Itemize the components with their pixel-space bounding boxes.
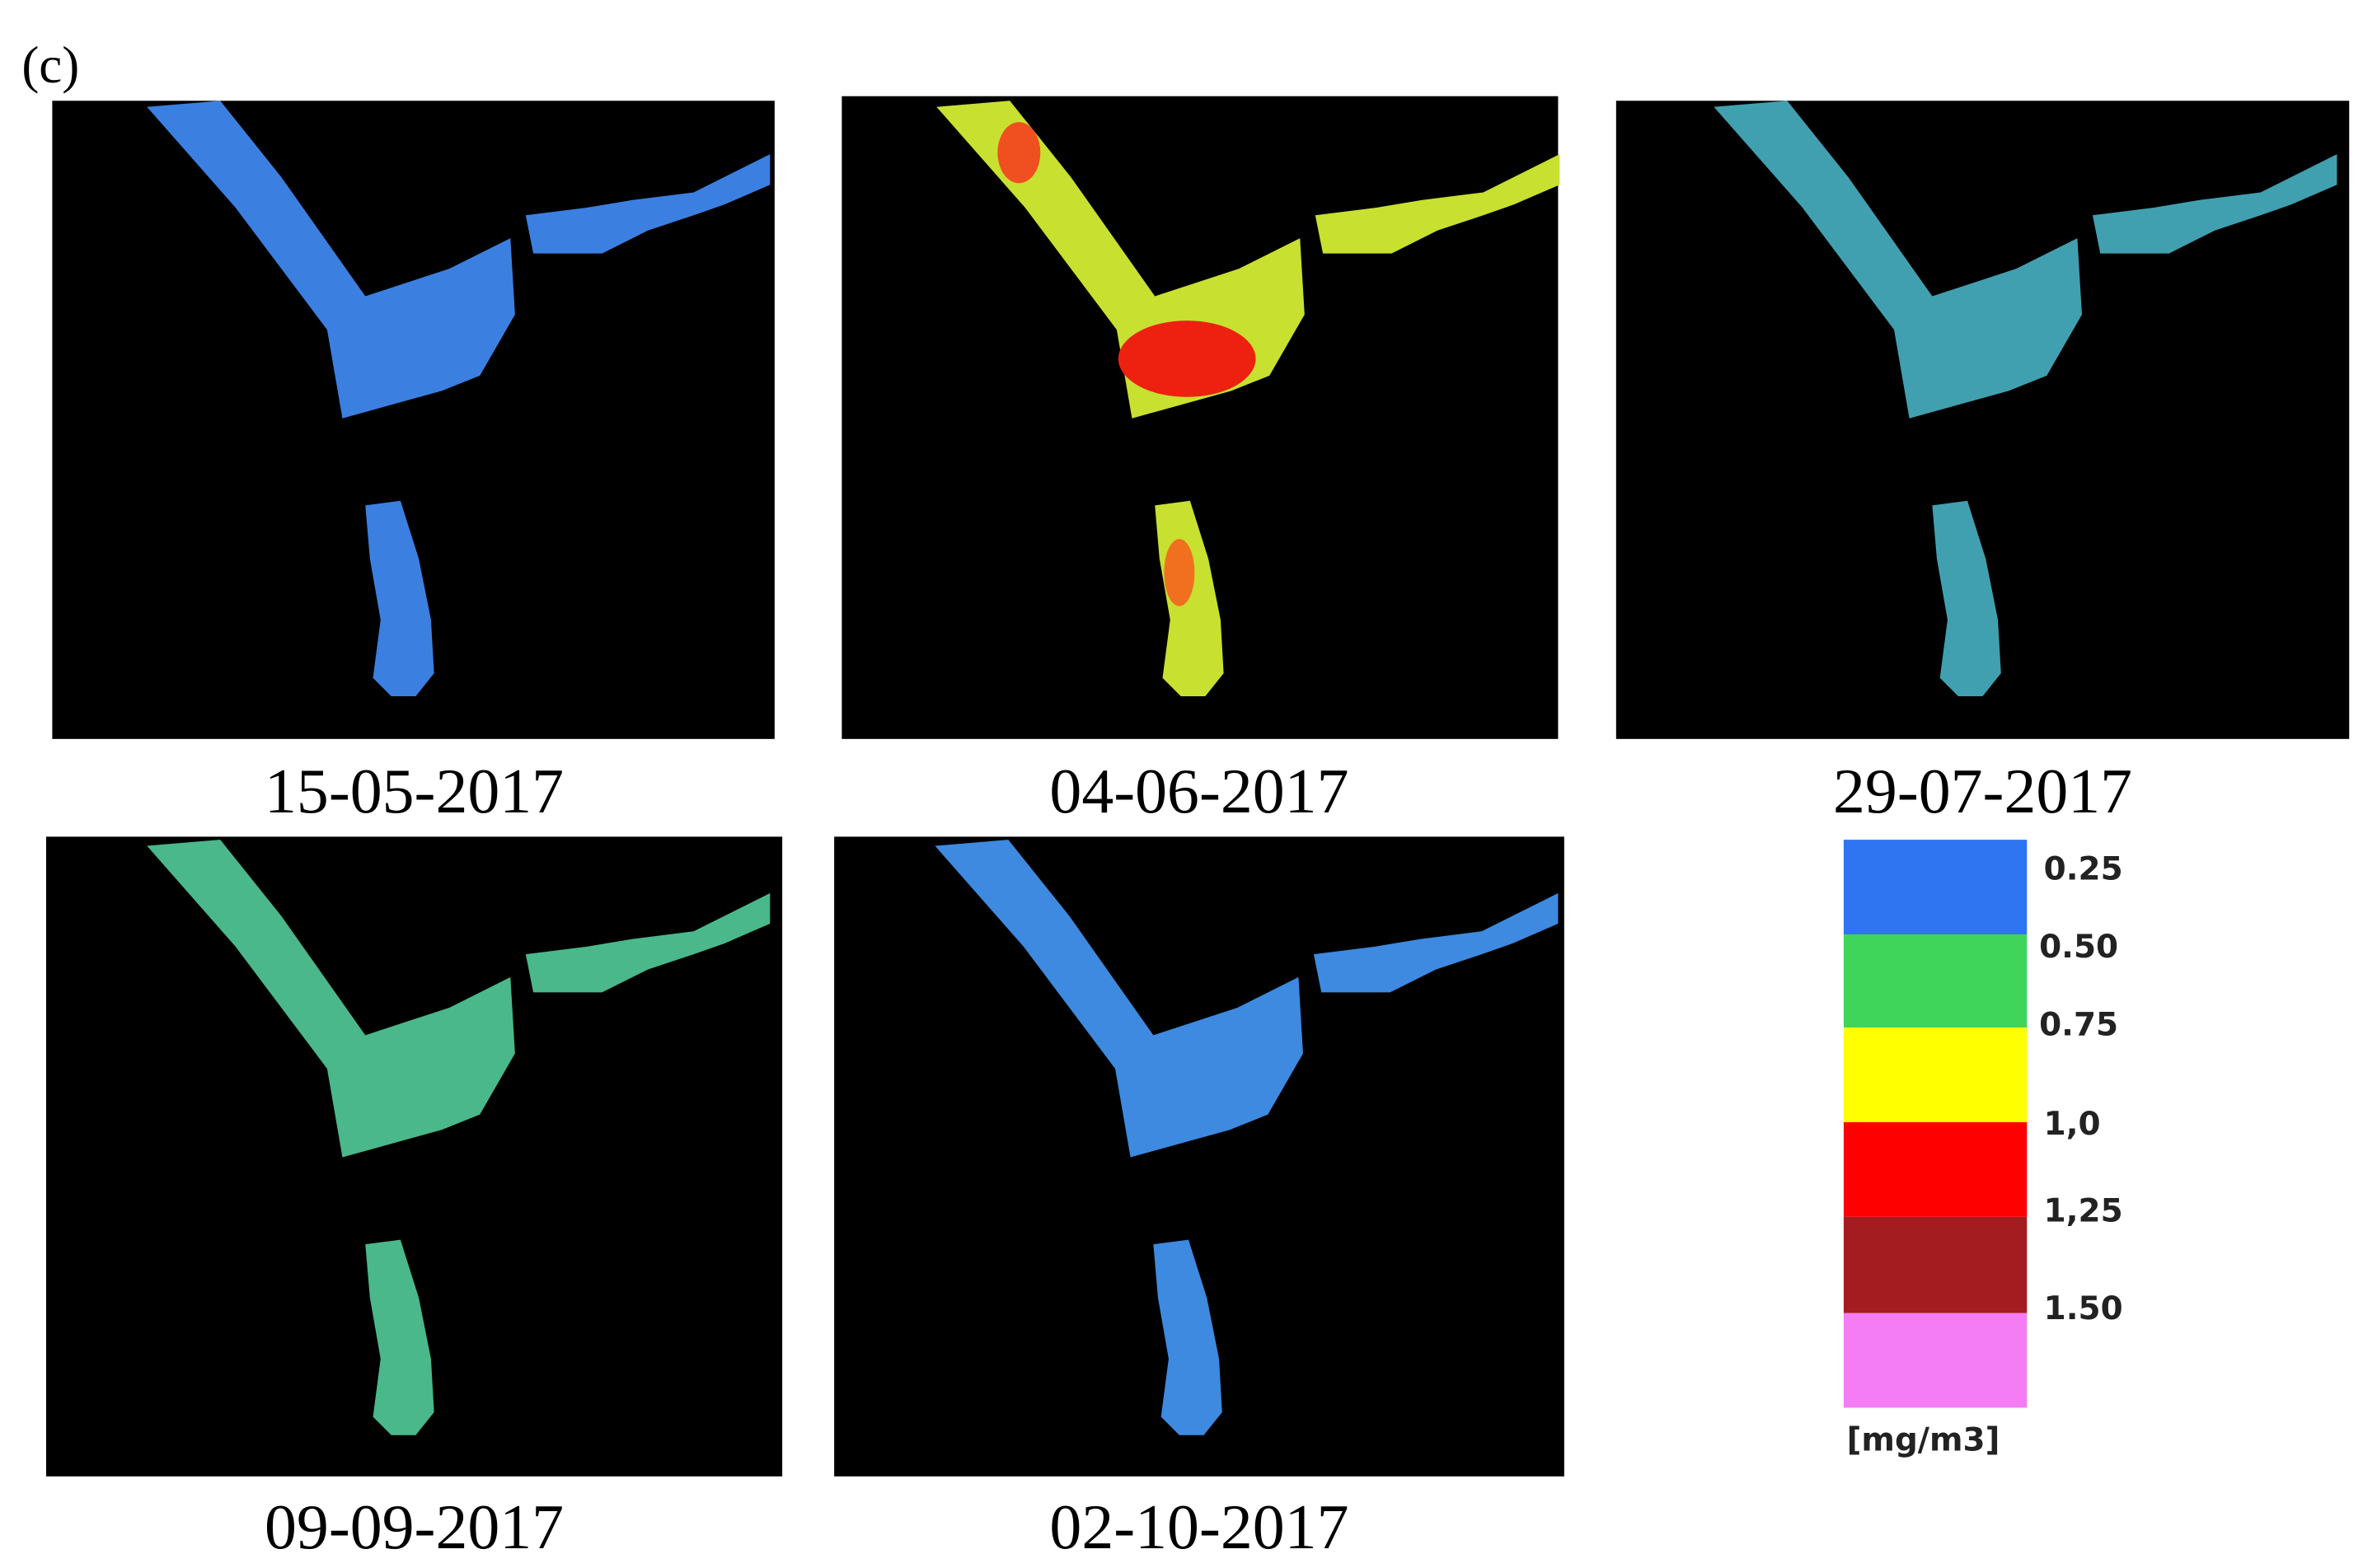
map-panel	[45, 836, 783, 1477]
legend-label: 1,0	[2044, 1106, 2101, 1143]
legend-label: 0.75	[2039, 1006, 2118, 1043]
map-panel	[52, 101, 775, 739]
legend-label: 0.50	[2039, 929, 2118, 966]
legend-label: 0.25	[2044, 850, 2123, 887]
map-panel	[842, 96, 1560, 739]
panel-date: 04-06-2017	[1049, 756, 1348, 826]
map-panel	[1615, 101, 2350, 739]
panel-label: (c)	[21, 36, 79, 94]
legend: 0.25 0.50 0.75 1,0 1,25 1.50 [mg/m3]	[1843, 840, 2123, 1458]
panel-date: 15-05-2017	[265, 756, 564, 826]
legend-label: 1,25	[2044, 1192, 2123, 1229]
panel-date: 29-07-2017	[1833, 756, 2132, 826]
panel-date: 09-09-2017	[265, 1491, 564, 1562]
map-panel	[834, 836, 1564, 1477]
panel-date: 02-10-2017	[1049, 1491, 1348, 1562]
legend-unit: [mg/m3]	[1847, 1421, 2000, 1458]
legend-label: 1.50	[2044, 1290, 2123, 1327]
